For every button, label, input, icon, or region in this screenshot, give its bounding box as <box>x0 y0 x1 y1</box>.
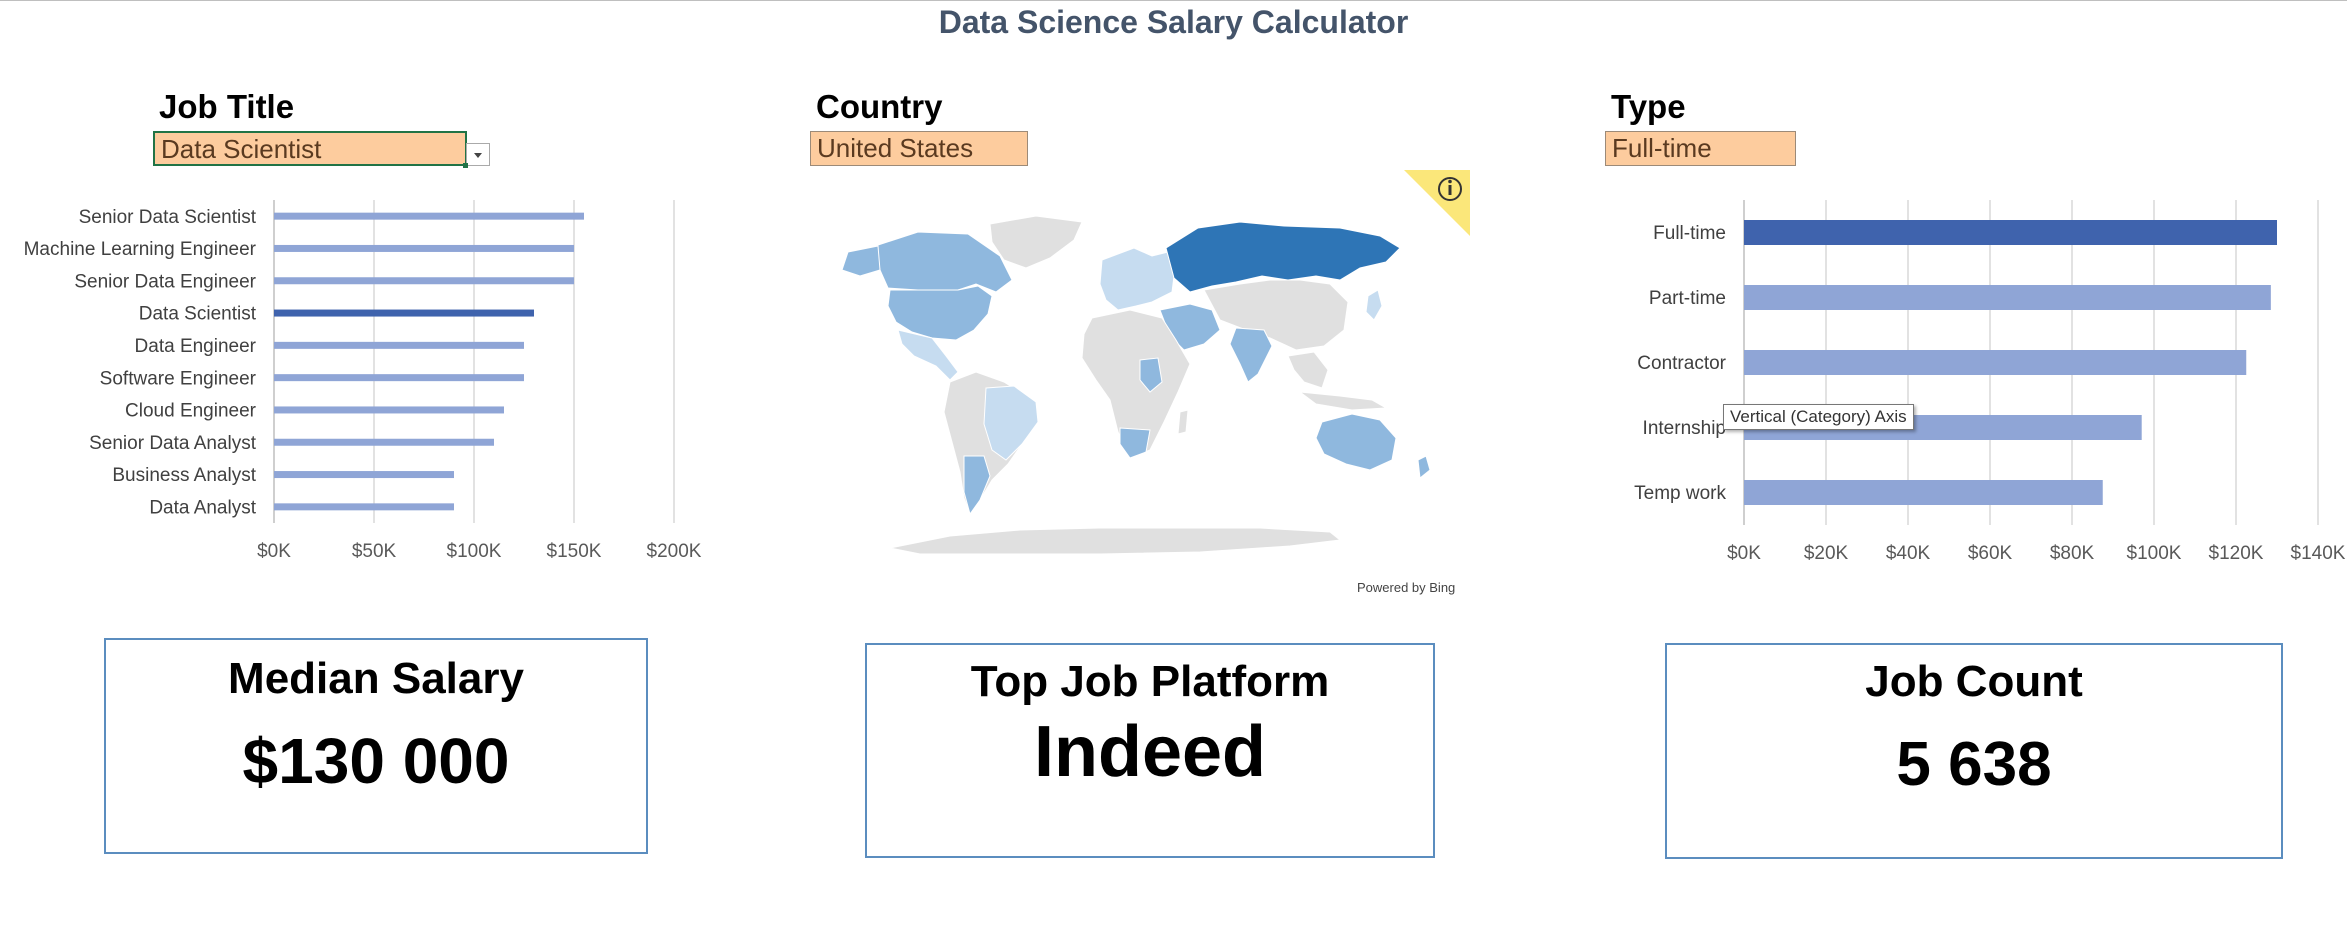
map-region-new-zealand[interactable] <box>1417 455 1431 479</box>
map-region-antarctica[interactable] <box>889 527 1342 555</box>
map-region-africa[interactable] <box>1081 309 1191 459</box>
map-region-south-africa[interactable] <box>1119 427 1151 459</box>
contractor-bar[interactable] <box>1744 350 2247 375</box>
category-label: Senior Data Analyst <box>89 433 257 454</box>
map-region-alaska[interactable] <box>841 245 881 277</box>
median-salary-card: Median Salary $130 000 <box>104 638 648 854</box>
category-label: Machine Learning Engineer <box>24 239 257 260</box>
senior-data-scientist-bar[interactable] <box>274 212 584 220</box>
country-selector[interactable]: United States <box>810 131 1028 166</box>
data-engineer-bar[interactable] <box>274 341 524 349</box>
data-analyst-bar[interactable] <box>274 503 454 511</box>
x-tick-label: $50K <box>352 541 397 562</box>
map-region-southeast-asia[interactable] <box>1287 351 1329 389</box>
data-scientist-bar[interactable] <box>274 309 534 317</box>
page-title: Data Science Salary Calculator <box>938 4 1409 40</box>
axis-tooltip: Vertical (Category) Axis <box>1723 404 1914 430</box>
x-tick-label: $100K <box>2127 543 2182 564</box>
senior-data-analyst-bar[interactable] <box>274 438 494 446</box>
map-region-east-africa[interactable] <box>1139 357 1163 393</box>
info-icon[interactable] <box>1438 177 1462 201</box>
job-count-card: Job Count 5 638 <box>1665 643 2283 859</box>
category-label: Senior Data Scientist <box>79 207 257 228</box>
x-tick-label: $20K <box>1804 543 1849 564</box>
x-tick-label: $80K <box>2050 543 2095 564</box>
map-region-united-states[interactable] <box>887 285 993 341</box>
software-engineer-bar[interactable] <box>274 374 524 382</box>
x-tick-label: $0K <box>257 541 291 562</box>
map-region-madagascar[interactable] <box>1177 409 1189 435</box>
category-label: Temp work <box>1634 483 1726 504</box>
type-label: Type <box>1611 88 1686 125</box>
category-label: Data Scientist <box>139 304 257 325</box>
map-region-europe[interactable] <box>1099 247 1175 311</box>
top-job-platform-card: Top Job Platform Indeed <box>865 643 1435 858</box>
map-region-brazil[interactable] <box>983 385 1039 461</box>
map-region-indonesia[interactable] <box>1298 391 1388 411</box>
top-border <box>0 0 2347 1</box>
job-title-label: Job Title <box>159 88 295 125</box>
median-salary-value: $130 000 <box>242 725 510 797</box>
chevron-down-icon[interactable] <box>466 143 490 166</box>
x-tick-label: $150K <box>547 541 602 562</box>
temp-work-bar[interactable] <box>1744 480 2103 505</box>
kpi-label: Job Count <box>1865 657 2083 706</box>
x-tick-label: $100K <box>447 541 502 562</box>
x-tick-label: $0K <box>1727 543 1761 564</box>
category-label: Data Analyst <box>149 498 256 519</box>
country-label: Country <box>816 88 943 125</box>
x-tick-label: $140K <box>2291 543 2346 564</box>
top-job-platform-value: Indeed <box>1033 712 1267 792</box>
category-label: Senior Data Engineer <box>74 271 256 292</box>
category-label: Cloud Engineer <box>125 401 257 422</box>
business-analyst-bar[interactable] <box>274 471 454 479</box>
x-tick-label: $40K <box>1886 543 1931 564</box>
category-label: Contractor <box>1637 353 1726 374</box>
category-label: Business Analyst <box>112 465 256 486</box>
category-label: Part-time <box>1649 288 1726 309</box>
type-salary-chart[interactable]: $0K $20K $40K $60K $80K $100K $120K $140K Full-t… <box>1580 185 2347 575</box>
map-region-australia[interactable] <box>1315 413 1397 471</box>
machine-learning-engineer-bar[interactable] <box>274 244 574 252</box>
map-attribution: Powered by Bing <box>1357 580 1456 595</box>
info-icon-dot <box>1448 179 1452 184</box>
map-region-mexico[interactable] <box>897 329 959 381</box>
map-region-russia[interactable] <box>1165 221 1401 293</box>
cell-fill-handle[interactable] <box>463 163 468 168</box>
kpi-label: Median Salary <box>228 654 524 703</box>
job-count-value: 5 638 <box>1896 730 2052 799</box>
x-tick-label: $120K <box>2209 543 2264 564</box>
info-icon-stem <box>1448 185 1452 195</box>
category-label: Full-time <box>1653 223 1726 244</box>
map-region-greenland[interactable] <box>989 215 1083 269</box>
map-region-india[interactable] <box>1229 327 1273 383</box>
x-tick-label: $200K <box>647 541 702 562</box>
kpi-label: Top Job Platform <box>970 657 1330 706</box>
category-label: Data Engineer <box>135 336 257 357</box>
map-region-japan[interactable] <box>1365 289 1383 321</box>
part-time-bar[interactable] <box>1744 285 2271 310</box>
job-title-selector[interactable]: Data Scientist <box>153 131 467 166</box>
info-badge[interactable] <box>1404 170 1470 236</box>
x-tick-label: $60K <box>1968 543 2013 564</box>
cloud-engineer-bar[interactable] <box>274 406 504 414</box>
job-title-salary-chart[interactable]: $0K $50K $100K $150K $200K Senior Data Scient… <box>0 185 740 575</box>
category-label: Software Engineer <box>100 368 257 389</box>
full-time-bar[interactable] <box>1744 220 2277 245</box>
category-label: Internship <box>1643 418 1726 439</box>
senior-data-engineer-bar[interactable] <box>274 277 574 285</box>
type-selector[interactable]: Full-time <box>1605 131 1796 166</box>
salary-world-map[interactable] <box>800 160 1480 600</box>
map-region-argentina[interactable] <box>963 455 991 516</box>
map-region-central-asia[interactable] <box>1203 279 1349 351</box>
map-region-canada[interactable] <box>874 231 1013 293</box>
